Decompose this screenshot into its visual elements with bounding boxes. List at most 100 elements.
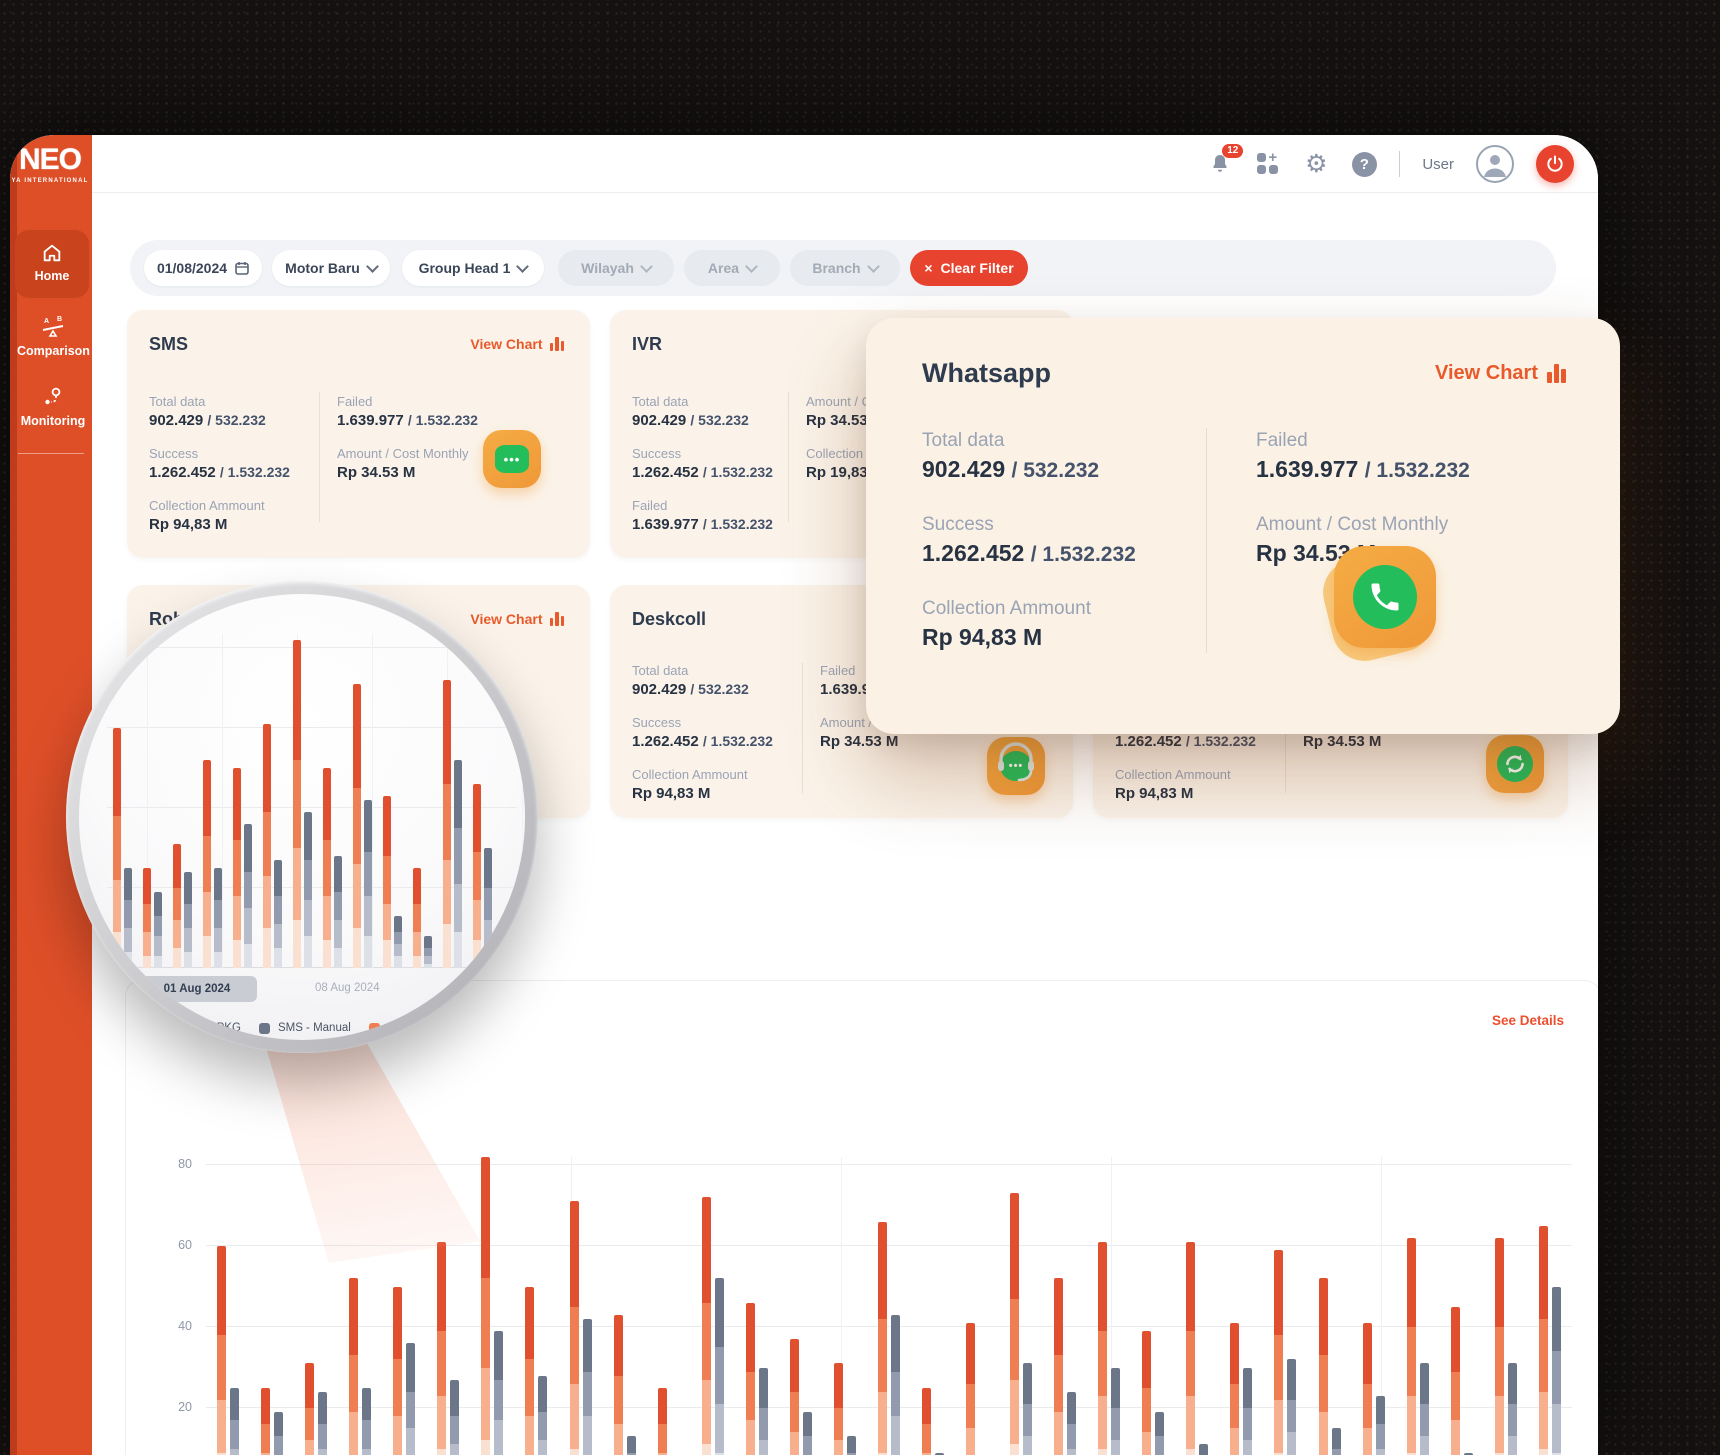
segment [230, 1420, 239, 1448]
view-chart-link[interactable]: View Chart [1435, 362, 1566, 385]
clear-filter-button[interactable]: × Clear Filter [910, 250, 1028, 286]
segment [1451, 1307, 1460, 1372]
bar-pkg-day6 [437, 1242, 446, 1455]
bar-pkg-day1 [113, 728, 121, 968]
segment [1508, 1436, 1517, 1455]
bar-manual-day4 [362, 1388, 371, 1455]
sidebar-item-comparison[interactable]: A B Comparison [17, 315, 89, 358]
collection-value: Rp 94,83 M [632, 785, 710, 802]
segment [878, 1319, 887, 1392]
bar-pkg-day5 [393, 1287, 402, 1455]
bar-manual-day14 [803, 1412, 812, 1455]
route-pin-icon [17, 385, 89, 409]
success-label: Success [632, 715, 681, 730]
segment [413, 904, 421, 932]
segment [184, 872, 192, 904]
collection-value: Rp 94,83 M [922, 624, 1042, 651]
segment [305, 1408, 314, 1440]
branch-filter[interactable]: Branch [790, 250, 900, 286]
bar-pkg-day9 [570, 1201, 579, 1455]
segment [244, 872, 252, 908]
whatsapp-icon [1334, 546, 1436, 648]
y-tick-label: 20 [152, 1400, 192, 1414]
sidebar-item-monitoring[interactable]: Monitoring [17, 385, 89, 428]
segment [538, 1440, 547, 1455]
segment [261, 1424, 270, 1452]
see-details-link[interactable]: See Details [1492, 1013, 1564, 1028]
notification-badge: 12 [1222, 144, 1243, 158]
deskcoll-icon: ••• [987, 737, 1045, 795]
segment [715, 1278, 724, 1347]
segment [1054, 1355, 1063, 1412]
segment [184, 928, 192, 952]
bar-pkg-day5 [233, 768, 241, 968]
segment [353, 928, 361, 968]
y-tick-label: 40 [152, 1319, 192, 1333]
segment [233, 896, 241, 940]
bar-pkg-day27 [1363, 1323, 1372, 1455]
segment [759, 1368, 768, 1409]
bar-manual-day6 [274, 860, 282, 968]
bar-manual-day7 [494, 1331, 503, 1455]
segment [217, 1335, 226, 1400]
segment [323, 896, 331, 940]
failed-value: 1.639.977 / 1.532.232 [1256, 456, 1470, 483]
area-filter[interactable]: Area [684, 250, 780, 286]
bar-pkg-day10 [614, 1315, 623, 1455]
segment [1539, 1319, 1548, 1392]
wilayah-filter[interactable]: Wilayah [558, 250, 674, 286]
bar-manual-day16 [891, 1315, 900, 1455]
chevron-down-icon [366, 260, 379, 273]
segment [1508, 1404, 1517, 1436]
settings-button[interactable]: ⚙ [1303, 151, 1329, 177]
date-filter[interactable]: 01/08/2024 [144, 250, 262, 286]
user-label: User [1422, 156, 1454, 173]
segment [715, 1404, 724, 1453]
card-title: Deskcoll [632, 609, 706, 630]
view-chart-link[interactable]: View Chart [470, 336, 564, 352]
motor-filter[interactable]: Motor Baru [272, 250, 390, 286]
collection-label: Collection Ammount [1115, 767, 1231, 782]
segment [443, 924, 451, 968]
segment [443, 784, 451, 860]
logout-button[interactable] [1536, 145, 1574, 183]
legend-item: SMS - Manual [259, 1022, 351, 1034]
segment [334, 920, 342, 948]
segment [393, 1287, 402, 1360]
segment [1376, 1424, 1385, 1448]
bar-pkg-day4 [349, 1278, 358, 1455]
segment [1067, 1449, 1076, 1455]
branch-value: Branch [812, 260, 860, 276]
apps-button[interactable]: + [1255, 151, 1281, 177]
sidebar-item-home[interactable]: Home [15, 230, 89, 298]
segment [1155, 1436, 1164, 1455]
sms-card: SMS View Chart Total data 902.429 / 532.… [127, 310, 590, 558]
segment [454, 884, 462, 932]
gridline-h [107, 727, 517, 728]
legend-label: SMS - PKG [182, 1022, 241, 1034]
segment [803, 1412, 812, 1436]
segment [450, 1416, 459, 1444]
view-chart-link[interactable]: View Chart [470, 611, 564, 627]
segment [1495, 1327, 1504, 1396]
legend-label: IVR - PKG [388, 1022, 442, 1034]
segment [214, 952, 222, 968]
mini-bars-icon [1547, 364, 1566, 383]
segment [494, 1420, 503, 1455]
bar-manual-day7 [304, 812, 312, 968]
segment [891, 1372, 900, 1417]
bar-manual-day4 [214, 868, 222, 968]
segment [362, 1420, 371, 1448]
collection-label: Collection Ammount [922, 598, 1091, 620]
bar-manual-day23 [1199, 1444, 1208, 1455]
bar-manual-day1 [230, 1388, 239, 1455]
help-button[interactable]: ? [1351, 151, 1377, 177]
segment [1552, 1287, 1561, 1352]
avatar[interactable] [1476, 145, 1514, 183]
segment [891, 1315, 900, 1372]
segment [349, 1278, 358, 1355]
notifications-button[interactable]: 12 [1207, 151, 1233, 177]
group-head-filter[interactable]: Group Head 1 [402, 250, 544, 286]
segment [364, 936, 372, 968]
